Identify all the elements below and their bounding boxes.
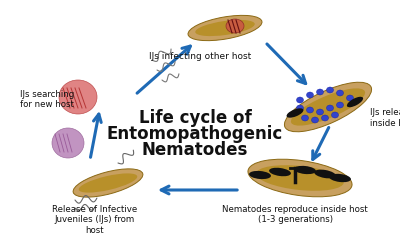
Ellipse shape bbox=[73, 169, 143, 197]
Ellipse shape bbox=[59, 80, 97, 114]
Ellipse shape bbox=[316, 109, 324, 115]
Text: Release of Infective
Juveniles (IJs) from
host: Release of Infective Juveniles (IJs) fro… bbox=[52, 205, 138, 235]
Ellipse shape bbox=[79, 173, 137, 193]
Ellipse shape bbox=[346, 95, 354, 101]
Ellipse shape bbox=[322, 115, 328, 121]
Ellipse shape bbox=[188, 15, 262, 41]
Ellipse shape bbox=[306, 92, 314, 98]
Text: Entomopathogenic: Entomopathogenic bbox=[107, 125, 283, 143]
Text: IJs infecting other host: IJs infecting other host bbox=[149, 52, 251, 61]
Ellipse shape bbox=[336, 102, 344, 108]
Text: Nematodes: Nematodes bbox=[142, 141, 248, 159]
Ellipse shape bbox=[249, 171, 271, 179]
Text: IJs searching
for new host: IJs searching for new host bbox=[20, 90, 74, 109]
Ellipse shape bbox=[248, 159, 352, 197]
Ellipse shape bbox=[347, 97, 363, 107]
Ellipse shape bbox=[314, 170, 336, 178]
Ellipse shape bbox=[269, 168, 291, 176]
Text: Nematodes reproduce inside host
(1-3 generations): Nematodes reproduce inside host (1-3 gen… bbox=[222, 205, 368, 224]
Ellipse shape bbox=[326, 105, 334, 111]
Ellipse shape bbox=[294, 166, 316, 174]
Ellipse shape bbox=[52, 128, 84, 158]
Ellipse shape bbox=[302, 115, 308, 121]
Ellipse shape bbox=[336, 90, 344, 96]
Ellipse shape bbox=[256, 165, 344, 191]
Ellipse shape bbox=[332, 112, 338, 118]
Ellipse shape bbox=[284, 82, 372, 132]
Ellipse shape bbox=[306, 107, 314, 113]
Ellipse shape bbox=[316, 89, 324, 95]
Ellipse shape bbox=[195, 20, 255, 36]
Text: IJs release bacteria
inside host: IJs release bacteria inside host bbox=[370, 108, 400, 128]
Text: Life cycle of: Life cycle of bbox=[139, 109, 251, 127]
Ellipse shape bbox=[326, 87, 334, 93]
Ellipse shape bbox=[296, 97, 304, 103]
Ellipse shape bbox=[291, 88, 365, 126]
Ellipse shape bbox=[329, 174, 351, 182]
Ellipse shape bbox=[312, 117, 318, 123]
Ellipse shape bbox=[296, 105, 304, 111]
Ellipse shape bbox=[286, 108, 304, 118]
Ellipse shape bbox=[226, 19, 244, 33]
